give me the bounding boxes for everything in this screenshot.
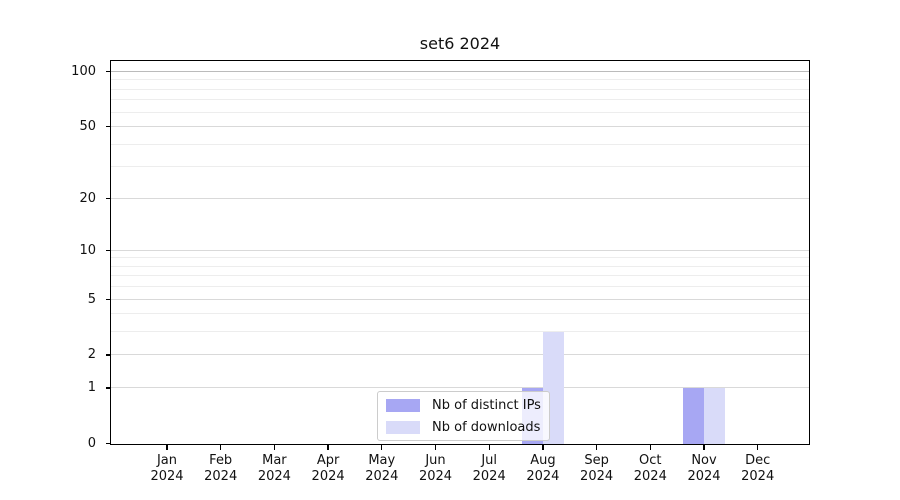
- x-tick-label-month: Nov: [691, 453, 717, 468]
- minor-gridline: [111, 166, 809, 168]
- x-tick-label-month: Dec: [745, 453, 771, 468]
- y-tick-label: 5: [87, 291, 96, 307]
- x-tick-label-month: May: [368, 453, 396, 468]
- x-tick-label-apr-2024: Apr 2024: [300, 453, 356, 485]
- y-tick-label: 1: [87, 380, 96, 396]
- x-tick-label-year: 2024: [633, 469, 667, 484]
- x-tick-mark: [273, 445, 276, 450]
- legend-swatch: [386, 398, 420, 412]
- x-tick-label-year: 2024: [365, 469, 399, 484]
- minor-gridline: [111, 111, 809, 113]
- major-gridline: [111, 387, 809, 389]
- x-tick-mark: [595, 445, 598, 450]
- legend-label: Nb of downloads: [432, 419, 541, 435]
- y-tick-label: 50: [79, 119, 96, 135]
- y-tick-label: 100: [71, 63, 96, 79]
- bar-nb-of-downloads-nov-2024: [704, 388, 725, 444]
- y-tick-mark: [106, 197, 110, 199]
- x-tick-label-year: 2024: [472, 469, 506, 484]
- minor-gridline: [111, 143, 809, 145]
- minor-gridline: [111, 313, 809, 315]
- x-tick-label-month: Jun: [425, 453, 446, 468]
- minor-gridline: [111, 265, 809, 267]
- x-tick-label-aug-2024: Aug 2024: [515, 453, 571, 485]
- minor-gridline: [111, 286, 809, 288]
- y-tick-label: 20: [79, 190, 96, 206]
- x-tick-mark: [327, 445, 329, 450]
- major-gridline: [111, 197, 809, 199]
- x-tick-label-year: 2024: [257, 469, 291, 484]
- x-tick-mark: [381, 445, 383, 450]
- y-tick-mark: [106, 298, 110, 300]
- y-tick-label: 2: [87, 347, 96, 363]
- x-tick-label-year: 2024: [687, 469, 721, 484]
- x-tick-label-jun-2024: Jun 2024: [408, 453, 464, 485]
- y-tick-mark: [106, 249, 110, 252]
- x-tick-label-month: Jan: [156, 453, 178, 468]
- x-tick-label-month: Aug: [530, 453, 556, 468]
- y-tick-mark: [106, 70, 110, 73]
- x-tick-label-may-2024: May 2024: [354, 453, 410, 485]
- minor-gridline: [111, 99, 809, 101]
- x-tick-mark: [434, 445, 437, 450]
- y-tick-mark: [106, 354, 110, 356]
- y-tick-label: 0: [87, 436, 96, 451]
- x-tick-mark: [488, 445, 490, 450]
- major-gridline: [111, 249, 809, 251]
- minor-gridline: [111, 331, 809, 333]
- x-tick-label-mar-2024: Mar 2024: [246, 453, 302, 485]
- minor-gridline: [111, 88, 809, 90]
- x-tick-mark: [542, 445, 544, 450]
- legend-item-nb-of-downloads: Nb of downloads: [386, 418, 541, 436]
- x-tick-label-month: Oct: [639, 453, 662, 468]
- plot-area: Nb of distinct IPs Nb of downloads: [110, 60, 810, 445]
- x-tick-mark: [220, 445, 222, 450]
- x-tick-label-month: Jul: [481, 453, 498, 468]
- major-gridline: [111, 126, 809, 128]
- x-tick-mark: [166, 445, 168, 450]
- bar-nb-of-distinct-ips-nov-2024: [683, 388, 704, 444]
- legend-label: Nb of distinct IPs: [432, 397, 541, 413]
- y-tick-mark: [106, 387, 110, 389]
- minor-gridline: [111, 79, 809, 81]
- x-tick-mark: [757, 445, 759, 450]
- legend-item-nb-of-distinct-ips: Nb of distinct IPs: [386, 396, 541, 414]
- x-tick-label-nov-2024: Nov 2024: [676, 453, 732, 485]
- major-gridline: [111, 70, 809, 72]
- x-tick-label-year: 2024: [580, 469, 614, 484]
- y-tick-mark: [106, 443, 110, 445]
- y-tick-mark: [106, 126, 110, 128]
- x-tick-label-jul-2024: Jul 2024: [461, 453, 517, 485]
- x-tick-label-sep-2024: Sep 2024: [569, 453, 625, 485]
- x-tick-label-year: 2024: [418, 469, 453, 484]
- x-tick-label-month: Apr: [316, 453, 340, 468]
- x-axis: Jan 2024 Feb 2024 Mar 2024 Apr 2024 May 2024 Jun 20…: [110, 445, 810, 495]
- legend-swatch: [386, 420, 420, 434]
- x-tick-label-jan-2024: Jan 2024: [139, 453, 195, 485]
- legend: Nb of distinct IPs Nb of downloads: [377, 391, 550, 441]
- minor-gridline: [111, 275, 809, 277]
- x-tick-label-dec-2024: Dec 2024: [730, 453, 786, 485]
- x-tick-label-oct-2024: Oct 2024: [622, 453, 678, 485]
- x-tick-label-month: Mar: [262, 453, 287, 468]
- major-gridline: [111, 354, 809, 356]
- major-gridline: [111, 298, 809, 300]
- y-axis: 0 1 2 5 10 20 50 100: [0, 60, 110, 451]
- x-tick-mark: [703, 445, 705, 450]
- chart-title: set6 2024: [419, 34, 501, 53]
- x-tick-label-month: Feb: [209, 453, 233, 468]
- x-tick-label-feb-2024: Feb 2024: [193, 453, 249, 485]
- x-tick-label-year: 2024: [311, 469, 345, 484]
- y-tick-label: 10: [79, 242, 96, 258]
- x-tick-mark: [649, 445, 651, 450]
- x-tick-label-month: Sep: [584, 453, 609, 468]
- x-tick-label-year: 2024: [741, 469, 775, 484]
- minor-gridline: [111, 257, 809, 259]
- x-tick-label-year: 2024: [526, 469, 560, 484]
- x-tick-label-year: 2024: [204, 469, 238, 484]
- x-tick-label-year: 2024: [150, 469, 184, 484]
